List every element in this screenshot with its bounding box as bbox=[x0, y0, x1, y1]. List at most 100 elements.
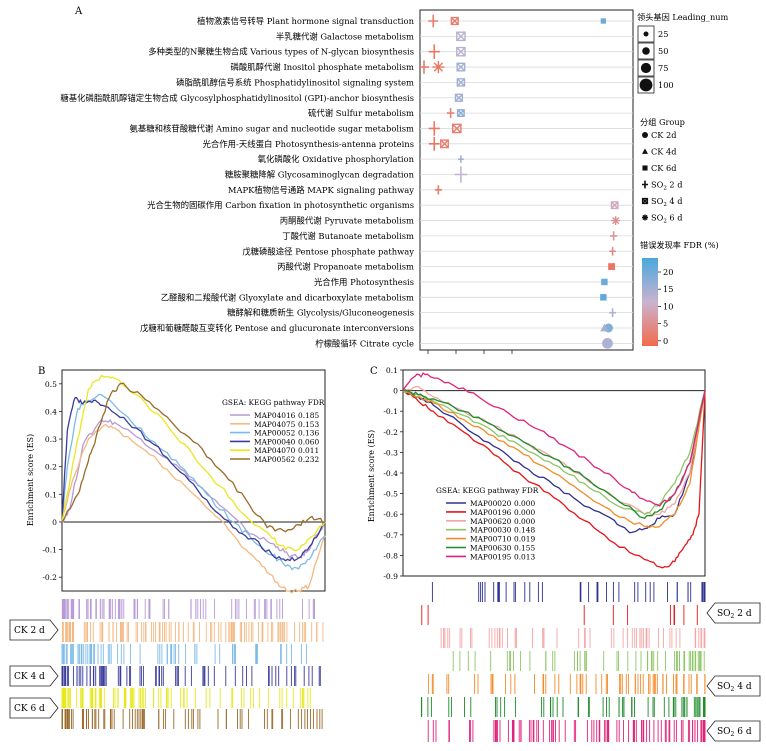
size-legend-key bbox=[637, 76, 655, 94]
pathway-label: 磷酸肌醇代谢 Inositol phosphate metabolism bbox=[231, 62, 415, 72]
pathway-labels: 植物激素信号转导 Plant hormone signal transducti… bbox=[60, 16, 414, 348]
group-legend-name: CK 6d bbox=[651, 163, 676, 173]
es-curve bbox=[402, 390, 706, 515]
panel-a-plot-frame bbox=[419, 9, 634, 351]
scatter-point bbox=[454, 93, 463, 102]
group-tag-day: 6 d bbox=[734, 727, 751, 737]
size-legend-title: 领头基因 Leading_num bbox=[637, 12, 729, 22]
scatter-point bbox=[600, 18, 607, 24]
pathway-label: 磷脂酰肌醇信号系统 Phosphatidylinositol signaling… bbox=[176, 77, 414, 87]
group-legend-symbol bbox=[642, 214, 648, 221]
legend-fdr: 0.148 bbox=[514, 526, 535, 535]
pathway-label: 乙醛酸和二羧酸代谢 Glyoxylate and dicarboxylate m… bbox=[161, 292, 414, 302]
group-legend-day: 4 d bbox=[667, 196, 683, 206]
legend-pathway-id: MAP00052 bbox=[254, 429, 295, 438]
legend-fdr: 0.000 bbox=[514, 499, 535, 508]
group-tag bbox=[9, 619, 59, 641]
panel-c-es-curves bbox=[402, 372, 706, 569]
group-legend-label: CK 4d bbox=[651, 147, 676, 157]
legend-pathway-id: MAP04075 bbox=[254, 420, 296, 429]
fdr-tick-label: 5 bbox=[663, 319, 668, 329]
es-curve bbox=[402, 372, 706, 507]
legend-pathway-id: MAP00620 bbox=[470, 517, 512, 526]
group-tag-subscript: 2 bbox=[731, 613, 735, 620]
pathway-label: 戊糖和葡糖醛酸互变转化 Pentose and glucuronate inte… bbox=[140, 323, 414, 333]
group-legend-name: SO bbox=[651, 180, 664, 190]
panel-c-legend-title: GSEA: KEGG pathway FDR bbox=[436, 486, 539, 495]
panel-c-label: C bbox=[370, 366, 378, 377]
fdr-tick-label: 0 bbox=[663, 336, 668, 346]
fdr-colorbar bbox=[642, 258, 658, 346]
scatter-point bbox=[600, 294, 607, 301]
y-tick-label: 0 bbox=[52, 518, 57, 527]
legend-fdr: 0.011 bbox=[298, 446, 319, 455]
scatter-point bbox=[432, 61, 445, 74]
pathway-label: 多种类型的N聚糖生物合成 Various types of N-glycan b… bbox=[148, 47, 414, 57]
group-legend-day: 2 d bbox=[667, 180, 683, 190]
legend-fdr: 0.232 bbox=[298, 455, 319, 464]
y-tick-label: -0.3 bbox=[383, 448, 398, 457]
group-tag-label: SO2 2 d bbox=[717, 609, 752, 620]
legend-fdr: 0.013 bbox=[514, 552, 535, 561]
group-legend-symbol bbox=[642, 132, 648, 138]
panel-b-label: B bbox=[38, 366, 45, 377]
group-legend-symbol bbox=[642, 180, 648, 189]
group-tag-label: SO2 4 d bbox=[717, 682, 752, 693]
group-tag-label: SO2 6 d bbox=[717, 727, 752, 738]
scatter-point bbox=[609, 308, 616, 318]
es-curve bbox=[402, 389, 706, 529]
es-curve bbox=[61, 418, 326, 559]
panel-b-plot-frame bbox=[61, 369, 326, 592]
y-tick-label: -0.1 bbox=[42, 546, 57, 555]
group-legend-subscript: 2 bbox=[663, 186, 667, 192]
scatter-point bbox=[456, 62, 466, 72]
group-tag-label: CK 6 d bbox=[14, 704, 45, 714]
pathway-label: 半乳糖代谢 Galactose metabolism bbox=[276, 31, 414, 41]
size-legend-dot bbox=[640, 62, 652, 74]
size-legend-dot bbox=[639, 78, 653, 92]
scatter-point bbox=[454, 166, 468, 183]
group-legend-day: 6 d bbox=[667, 213, 683, 223]
y-tick-label: 0 bbox=[393, 387, 398, 396]
group-tag bbox=[9, 665, 59, 687]
es-curve bbox=[402, 389, 706, 520]
pathway-label: 氧化磷酸化 Oxidative phosphorylation bbox=[258, 154, 415, 164]
legend-fdr: 0.060 bbox=[298, 437, 319, 446]
size-legend-dot bbox=[643, 31, 649, 37]
y-tick-label: -0.2 bbox=[383, 428, 398, 437]
legend-pathway-id: MAP00630 bbox=[470, 544, 512, 553]
pathway-label: 糖酵解和糖质新生 Glycolysis/Gluconeogenesis bbox=[227, 308, 414, 318]
scatter-point bbox=[451, 123, 462, 134]
scatter-point bbox=[602, 337, 613, 349]
y-tick-label: -0.5 bbox=[383, 490, 398, 499]
legend-fdr: 0.019 bbox=[514, 535, 535, 544]
group-legend-label: SO2 4 d bbox=[651, 196, 682, 208]
scatter-point bbox=[446, 108, 455, 119]
legend-pathway-id: MAP00562 bbox=[254, 455, 295, 464]
group-legend-title: 分组 Group bbox=[640, 117, 685, 127]
group-legend-name: SO bbox=[651, 213, 664, 223]
y-tick-label: 0.3 bbox=[45, 435, 57, 444]
y-tick-label: 0.1 bbox=[386, 366, 398, 375]
scatter-point bbox=[611, 216, 621, 226]
pathway-label: 光合作用 Photosynthesis bbox=[314, 277, 414, 287]
panel-b-group-labels: CK 2 d CK 4 d CK 6 d bbox=[9, 619, 59, 719]
group-tag-name: SO bbox=[717, 682, 731, 692]
scatter-point bbox=[600, 323, 609, 332]
pathway-label: 戊糖磷酸途径 Pentose phosphate pathway bbox=[242, 246, 414, 256]
legend-fdr: 0.153 bbox=[298, 420, 319, 429]
pathway-label: 丙酸代谢 Propanoate metabolism bbox=[277, 262, 414, 272]
size-legend-label: 50 bbox=[658, 46, 668, 56]
group-legend-symbol bbox=[642, 165, 648, 171]
pathway-label: 植物激素信号转导 Plant hormone signal transducti… bbox=[197, 16, 414, 26]
y-tick-label: -0.8 bbox=[383, 551, 398, 560]
scatter-point bbox=[428, 121, 440, 136]
group-legend-label: CK 6d bbox=[651, 163, 676, 173]
scatter-point bbox=[458, 155, 464, 163]
size-legend-label: 75 bbox=[658, 63, 668, 73]
y-tick-label: 0.4 bbox=[45, 407, 57, 416]
scatter-point bbox=[601, 278, 608, 286]
legend-pathway-id: MAP00710 bbox=[470, 535, 512, 544]
